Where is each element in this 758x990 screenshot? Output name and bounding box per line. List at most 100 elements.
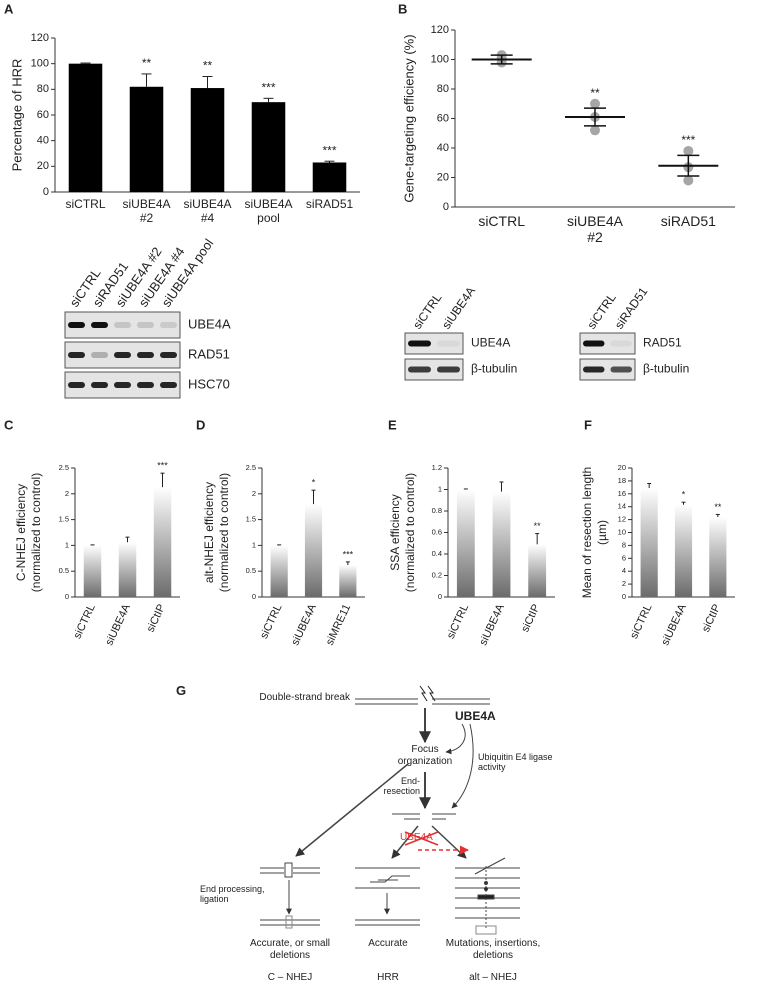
blot-band <box>160 382 177 388</box>
y-axis-label: C-NHEJ efficiency <box>14 484 28 581</box>
y-tick-label: 1 <box>438 484 442 493</box>
data-point <box>683 175 694 186</box>
bar <box>304 504 323 597</box>
blot-band <box>437 366 460 373</box>
x-tick-label: siCtIP <box>145 602 168 634</box>
x-tick-label: siCTRL <box>628 602 654 640</box>
y-tick-label: 0.6 <box>432 527 442 536</box>
significance: ** <box>534 521 542 531</box>
blot-band <box>583 340 605 347</box>
y-tick-label: 1.5 <box>59 515 69 524</box>
x-tick-label: siCTRL <box>65 197 106 211</box>
panel-letter: A <box>4 1 14 16</box>
x-tick-label: siCTRL <box>478 213 525 229</box>
y-tick-label: 0.8 <box>432 506 442 515</box>
x-tick-label: siUBE4A #2 <box>566 213 624 246</box>
significance: *** <box>157 461 168 471</box>
x-tick-label: siUBE4A <box>659 602 689 648</box>
bar <box>251 102 286 192</box>
outcome-result: Accurate, or small deletions <box>249 938 331 961</box>
y-axis-label: Percentage of HRR <box>9 59 24 172</box>
blot-band <box>68 322 85 328</box>
x-tick-label: siCTRL <box>258 602 284 640</box>
y-tick-label: 2 <box>65 489 69 498</box>
blot-band <box>137 352 154 358</box>
outcome-result: Mutations, insertions, deletions <box>445 938 541 961</box>
y-tick-label: 0.2 <box>432 570 442 579</box>
bar <box>456 489 475 597</box>
blot-band <box>583 366 605 373</box>
blot-band <box>160 352 177 358</box>
significance: *** <box>681 133 695 147</box>
outcome-result: Accurate <box>368 938 408 949</box>
data-point <box>590 125 600 136</box>
y-tick-label: 1 <box>252 540 256 549</box>
blot-band <box>137 382 154 388</box>
y-tick-label: 0.4 <box>432 549 442 558</box>
lane-label: siRAD51 <box>612 284 651 331</box>
bar <box>709 517 727 597</box>
x-tick-label: siUBE4A #4 <box>183 197 232 225</box>
pathway-label: C – NHEJ <box>267 972 313 983</box>
focus-label: Focus organization <box>397 744 453 767</box>
bar <box>129 86 164 192</box>
y-tick-label: 60 <box>37 109 49 121</box>
blot-strip <box>404 358 464 381</box>
y-tick-label: 14 <box>618 502 626 511</box>
significance: *** <box>343 549 354 559</box>
significance: ** <box>203 59 213 73</box>
panel-letter: E <box>388 417 397 432</box>
significance: ** <box>714 502 722 512</box>
lane-label: siCTRL <box>410 290 445 331</box>
y-tick-label: 20 <box>618 463 626 472</box>
panel-letter: D <box>196 417 205 432</box>
bar <box>528 544 547 597</box>
blot-band <box>91 382 108 388</box>
y-tick-label: 0 <box>622 592 626 601</box>
bar <box>492 491 511 597</box>
bar <box>190 88 225 192</box>
y-tick-label: 0 <box>65 592 69 601</box>
panel-letter: F <box>584 417 592 432</box>
bar <box>640 487 658 597</box>
blot-band <box>114 352 131 358</box>
blot-band <box>114 382 131 388</box>
y-axis-label: Mean of resection length <box>580 467 594 598</box>
y-axis-label: (normalized to control) <box>217 473 231 592</box>
blot-row-label: RAD51 <box>188 346 230 361</box>
blot-band <box>610 366 632 373</box>
data-point <box>590 98 600 109</box>
y-axis-label: alt-NHEJ efficiency <box>202 482 216 583</box>
blot-row-label: β-tubulin <box>471 362 517 376</box>
x-tick-label: siCTRL <box>445 602 471 640</box>
y-tick-label: 80 <box>437 83 449 95</box>
y-tick-label: 120 <box>31 32 49 44</box>
y-axis-label: (normalized to control) <box>29 473 43 592</box>
ube4a-label: UBE4A <box>455 709 496 723</box>
y-tick-label: 6 <box>622 553 626 562</box>
y-tick-label: 16 <box>618 489 626 498</box>
panel-letter: B <box>398 1 407 16</box>
blot-band <box>408 340 431 347</box>
blot-strip <box>579 358 636 381</box>
y-tick-label: 12 <box>618 515 626 524</box>
blot-band <box>68 352 85 358</box>
blot-band <box>437 340 460 347</box>
y-tick-label: 4 <box>622 566 626 575</box>
y-axis-label: SSA efficiency <box>388 494 402 571</box>
x-tick-label: siUBE4A #2 <box>122 197 171 225</box>
bar <box>312 162 347 192</box>
blot-band <box>68 382 85 388</box>
y-tick-label: 60 <box>437 112 449 124</box>
panel-letter: C <box>4 417 14 432</box>
blot-band <box>160 322 177 328</box>
x-tick-label: siCtIP <box>700 602 723 634</box>
y-axis-label: (µm) <box>595 520 609 545</box>
blot-row-label: β-tubulin <box>643 362 689 376</box>
y-axis-label: Gene-targeting efficiency (%) <box>401 34 416 202</box>
y-tick-label: 0 <box>252 592 256 601</box>
y-tick-label: 0 <box>43 186 49 198</box>
y-tick-label: 2.5 <box>246 463 256 472</box>
pathway-label: HRR <box>377 972 399 983</box>
